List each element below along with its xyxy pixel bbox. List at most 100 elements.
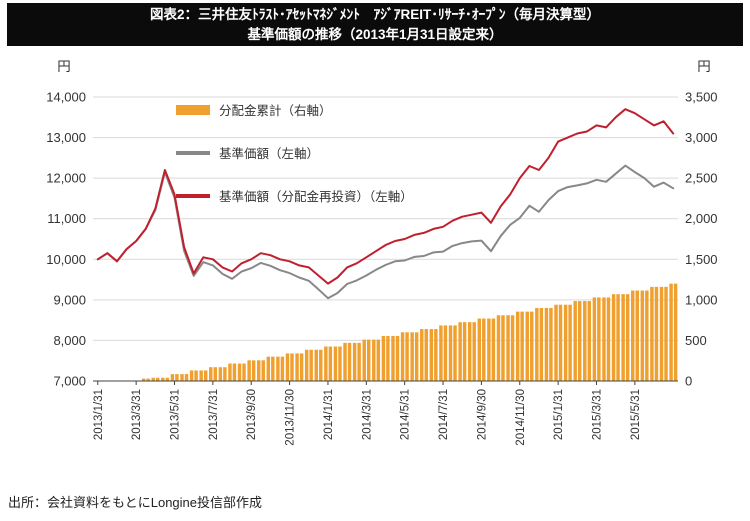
chart: 14,000 3,500 13,000 3,000 12,000 2,500 11,000 2… (46, 59, 718, 446)
bar-cumulative-distribution (362, 339, 366, 381)
bar-cumulative-distribution (673, 283, 678, 381)
bar-cumulative-distribution (366, 339, 371, 381)
bar-cumulative-distribution (549, 307, 553, 381)
legend-label-nav-reinvested: 基準価額（分配金再投資）（左軸） (219, 190, 413, 204)
bar-cumulative-distribution (391, 335, 395, 381)
x-axis-label: 2015/5/31 (630, 389, 642, 440)
bar-cumulative-distribution (209, 367, 213, 381)
x-axis-label: 2013/5/31 (170, 389, 182, 440)
y-axis-right-tick-label: 2,000 (685, 211, 718, 226)
bar-cumulative-distribution (573, 301, 577, 381)
x-axis-label: 2014/7/31 (438, 389, 450, 440)
bar-cumulative-distribution (194, 370, 198, 381)
right-axis-unit-label: 円 (697, 59, 711, 74)
bar-cumulative-distribution (645, 290, 649, 381)
x-axis-label: 2013/1/31 (93, 389, 105, 440)
x-axis-label: 2013/11/30 (285, 389, 297, 446)
x-axis-label: 2015/1/31 (553, 389, 565, 440)
bar-cumulative-distribution (295, 353, 299, 381)
bar-cumulative-distribution (184, 374, 189, 381)
bar-cumulative-distribution (501, 315, 505, 381)
bar-cumulative-distribution (577, 301, 582, 381)
y-axis-left-tick-label: 9,000 (53, 292, 86, 307)
bar-cumulative-distribution (161, 377, 165, 381)
bar-cumulative-distribution (654, 286, 659, 381)
legend-item-nav: 基準価額（左軸） (176, 144, 413, 161)
bar-cumulative-distribution (568, 304, 572, 381)
bar-cumulative-distribution (189, 370, 194, 381)
bar-cumulative-distribution (420, 329, 424, 381)
bar-cumulative-distribution (424, 329, 428, 381)
bar-cumulative-distribution (606, 297, 611, 381)
bar-cumulative-distribution (625, 294, 630, 381)
line-series-1 (96, 108, 675, 285)
bar-cumulative-distribution (659, 286, 664, 381)
y-axis-right-tick-label: 3,500 (685, 90, 718, 105)
bar-cumulative-distribution (429, 329, 434, 381)
bar-cumulative-distribution (597, 297, 601, 381)
bar-cumulative-distribution (487, 318, 491, 381)
legend-label-nav: 基準価額（左軸） (219, 147, 320, 161)
bar-cumulative-distribution (635, 290, 639, 381)
chart-title-bar: 図表2：三井住友ﾄﾗｽﾄ･ｱｾｯﾄﾏﾈｼﾞﾒﾝﾄ ｱｼﾞｱREIT･ﾘｻｰﾁ･ｵ… (7, 3, 743, 46)
bar-cumulative-distribution (381, 335, 386, 381)
bar-cumulative-distribution (477, 318, 482, 381)
bar-cumulative-distribution (180, 374, 184, 381)
bar-cumulative-distribution (333, 346, 338, 381)
bar-cumulative-distribution (290, 353, 294, 381)
bar-cumulative-distribution (261, 360, 265, 381)
bar-cumulative-distribution (467, 322, 472, 381)
bar-cumulative-distribution (338, 346, 342, 381)
legend-item-distributions: 分配金累計（右軸） (176, 101, 413, 118)
bar-cumulative-distribution (203, 370, 208, 381)
bar-cumulative-distribution (151, 377, 155, 381)
x-axis-label: 2013/3/31 (131, 389, 143, 440)
legend-swatch-gray-line-icon (176, 150, 210, 155)
bar-cumulative-distribution (242, 363, 246, 381)
bar-cumulative-distribution (650, 286, 654, 381)
bar-cumulative-distribution (271, 356, 275, 381)
y-axis-right-tick-label: 1,000 (685, 292, 718, 307)
bar-cumulative-distribution (280, 356, 285, 381)
legend: 分配金累計（右軸） 基準価額（左軸） 基準価額（分配金再投資）（左軸） (176, 101, 413, 230)
bar-cumulative-distribution (372, 339, 376, 381)
bar-cumulative-distribution (669, 283, 673, 381)
left-axis-unit-label: 円 (57, 59, 71, 74)
bar-cumulative-distribution (175, 374, 179, 381)
bar-cumulative-distribution (314, 349, 318, 381)
bar-cumulative-distribution (563, 304, 568, 381)
bar-cumulative-distribution (309, 349, 313, 381)
legend-swatch-red-line-icon (176, 193, 210, 198)
bar-cumulative-distribution (395, 335, 400, 381)
bar-cumulative-distribution (587, 301, 592, 381)
bar-cumulative-distribution (616, 294, 620, 381)
bar-cumulative-distribution (539, 307, 544, 381)
bar-cumulative-distribution (491, 318, 496, 381)
y-axis-right-tick-label: 2,500 (685, 171, 718, 186)
bar-cumulative-distribution (328, 346, 333, 381)
y-axis-left-tick-label: 13,000 (46, 130, 86, 145)
bar-cumulative-distribution (347, 342, 352, 381)
bar-cumulative-distribution (611, 294, 616, 381)
x-axis-label: 2014/11/30 (515, 389, 527, 446)
bar-cumulative-distribution (482, 318, 486, 381)
bar-cumulative-distribution (434, 329, 438, 381)
y-axis-left-tick-label: 11,000 (47, 211, 86, 226)
x-axis-label: 2014/5/31 (400, 389, 412, 440)
bar-cumulative-distribution (448, 325, 453, 381)
bar-cumulative-distribution (247, 360, 251, 381)
x-axis-label: 2014/1/31 (323, 389, 335, 440)
bar-cumulative-distribution (213, 367, 217, 381)
x-axis-label: 2014/3/31 (361, 389, 373, 440)
x-axis-label: 2015/3/31 (592, 389, 604, 440)
y-axis-right-tick-label: 3,000 (685, 130, 718, 145)
legend-label-distributions: 分配金累計（右軸） (219, 104, 332, 118)
bar-cumulative-distribution (443, 325, 448, 381)
bar-cumulative-distribution (228, 363, 232, 381)
bar-cumulative-distribution (165, 377, 170, 381)
y-axis-left-tick-label: 12,000 (46, 171, 86, 186)
bar-cumulative-distribution (414, 332, 419, 381)
bar-cumulative-distribution (621, 294, 625, 381)
bar-cumulative-distribution (544, 307, 549, 381)
